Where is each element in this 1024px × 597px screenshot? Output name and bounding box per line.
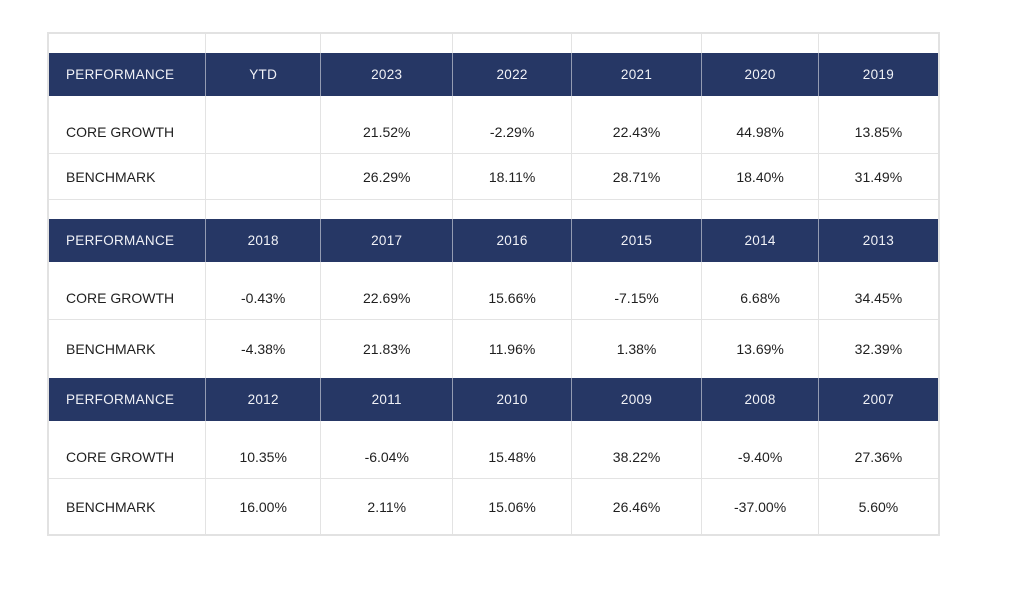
year-header-cell: 2022: [453, 53, 572, 96]
row-label-cell: BENCHMARK: [49, 479, 207, 534]
value-cell: -37.00%: [702, 479, 819, 534]
value-cell: 15.06%: [453, 479, 572, 534]
core-growth-row: CORE GROWTH -0.43% 22.69% 15.66% -7.15% …: [49, 262, 938, 320]
spacer-cell: [571, 200, 703, 219]
value-cell: 15.48%: [453, 421, 572, 479]
spacer-row: [49, 200, 938, 219]
year-header-cell: 2019: [818, 53, 938, 96]
value-cell: 28.71%: [571, 154, 703, 200]
value-cell: 44.98%: [702, 96, 819, 154]
value-cell: 1.38%: [571, 320, 703, 378]
value-cell: 10.35%: [206, 421, 322, 479]
value-cell: 18.11%: [453, 154, 572, 200]
value-cell: 16.00%: [206, 479, 322, 534]
value-cell: -6.04%: [321, 421, 454, 479]
performance-table: PERFORMANCE YTD 2023 2022 2021 2020 2019…: [49, 34, 938, 534]
value-cell: 31.49%: [818, 154, 938, 200]
spacer-row: [49, 34, 938, 53]
year-header-cell: 2008: [702, 378, 819, 421]
row-label-cell: CORE GROWTH: [49, 421, 207, 479]
year-header-cell: 2011: [321, 378, 454, 421]
spacer-cell: [206, 200, 322, 219]
spacer-cell: [453, 34, 572, 53]
value-cell: 22.43%: [571, 96, 703, 154]
year-header-cell: 2013: [818, 219, 938, 262]
spacer-cell: [49, 200, 207, 219]
value-cell: 34.45%: [818, 262, 938, 320]
value-cell: 38.22%: [571, 421, 703, 479]
value-cell: 22.69%: [321, 262, 454, 320]
value-cell: 27.36%: [818, 421, 938, 479]
year-header-cell: 2017: [321, 219, 454, 262]
performance-header-cell: PERFORMANCE: [49, 378, 207, 421]
value-cell: 21.52%: [321, 96, 454, 154]
row-label-cell: BENCHMARK: [49, 320, 207, 378]
benchmark-row: BENCHMARK 16.00% 2.11% 15.06% 26.46% -37…: [49, 479, 938, 534]
row-label-cell: CORE GROWTH: [49, 262, 207, 320]
value-cell: 11.96%: [453, 320, 572, 378]
spacer-cell: [702, 200, 819, 219]
spacer-cell: [321, 200, 454, 219]
value-cell: -9.40%: [702, 421, 819, 479]
spacer-cell: [321, 34, 454, 53]
value-cell: 21.83%: [321, 320, 454, 378]
value-cell: -2.29%: [453, 96, 572, 154]
year-header-cell: 2015: [571, 219, 703, 262]
benchmark-row: BENCHMARK 26.29% 18.11% 28.71% 18.40% 31…: [49, 154, 938, 200]
year-header-cell: 2012: [206, 378, 322, 421]
value-cell: 6.68%: [702, 262, 819, 320]
value-cell: 15.66%: [453, 262, 572, 320]
core-growth-row: CORE GROWTH 10.35% -6.04% 15.48% 38.22% …: [49, 421, 938, 479]
spacer-cell: [49, 34, 207, 53]
year-header-cell: 2021: [571, 53, 703, 96]
benchmark-row: BENCHMARK -4.38% 21.83% 11.96% 1.38% 13.…: [49, 320, 938, 378]
year-header-cell: 2014: [702, 219, 819, 262]
year-header-cell: 2020: [702, 53, 819, 96]
spacer-cell: [206, 34, 322, 53]
value-cell: 26.46%: [571, 479, 703, 534]
year-header-cell: 2007: [818, 378, 938, 421]
section-2-header-row: PERFORMANCE 2018 2017 2016 2015 2014 201…: [49, 219, 938, 262]
value-cell: 32.39%: [818, 320, 938, 378]
year-header-cell: 2016: [453, 219, 572, 262]
value-cell: 2.11%: [321, 479, 454, 534]
value-cell: [206, 154, 322, 200]
spacer-cell: [818, 34, 938, 53]
spacer-cell: [702, 34, 819, 53]
value-cell: -4.38%: [206, 320, 322, 378]
core-growth-row: CORE GROWTH 21.52% -2.29% 22.43% 44.98% …: [49, 96, 938, 154]
year-header-cell: 2010: [453, 378, 572, 421]
row-label-cell: CORE GROWTH: [49, 96, 207, 154]
value-cell: -7.15%: [571, 262, 703, 320]
row-label-cell: BENCHMARK: [49, 154, 207, 200]
value-cell: [206, 96, 322, 154]
year-header-cell: YTD: [206, 53, 322, 96]
spacer-cell: [453, 200, 572, 219]
performance-header-cell: PERFORMANCE: [49, 219, 207, 262]
year-header-cell: 2009: [571, 378, 703, 421]
section-1-header-row: PERFORMANCE YTD 2023 2022 2021 2020 2019: [49, 53, 938, 96]
year-header-cell: 2018: [206, 219, 322, 262]
value-cell: 18.40%: [702, 154, 819, 200]
value-cell: 26.29%: [321, 154, 454, 200]
performance-header-cell: PERFORMANCE: [49, 53, 207, 96]
value-cell: 13.69%: [702, 320, 819, 378]
spacer-cell: [571, 34, 703, 53]
value-cell: 5.60%: [818, 479, 938, 534]
spacer-cell: [818, 200, 938, 219]
section-3-header-row: PERFORMANCE 2012 2011 2010 2009 2008 200…: [49, 378, 938, 421]
year-header-cell: 2023: [321, 53, 454, 96]
value-cell: 13.85%: [818, 96, 938, 154]
value-cell: -0.43%: [206, 262, 322, 320]
performance-table-frame: PERFORMANCE YTD 2023 2022 2021 2020 2019…: [47, 32, 940, 536]
